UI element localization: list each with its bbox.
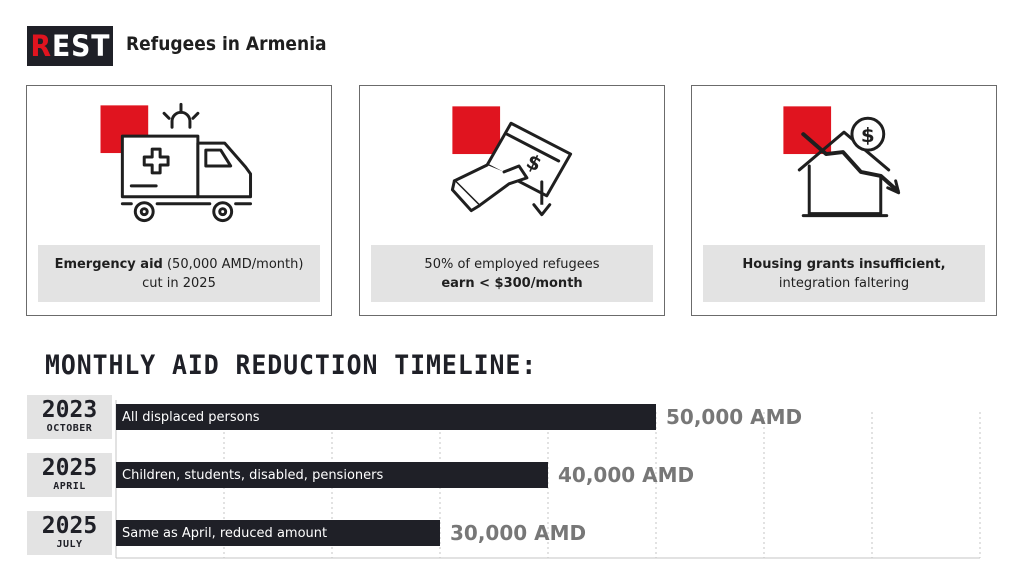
page-title: Refugees in Armenia: [126, 33, 327, 55]
date-month: APRIL: [53, 481, 86, 492]
date-month: OCTOBER: [46, 423, 93, 434]
rest-logo: REST: [27, 26, 113, 66]
card-caption-housing-grants: Housing grants insufficient, integration…: [703, 245, 985, 302]
bar-value-2: 30,000 AMD: [450, 521, 586, 545]
money-down-icon: $: [450, 106, 573, 217]
bar-label-2: Same as April, reduced amount: [122, 526, 327, 541]
ambulance-icon: [100, 102, 253, 223]
date-year: 2023: [41, 397, 98, 423]
card-employed-refugees: $ 50% of employed refugees earn < $300/m…: [359, 85, 665, 316]
logo-text: REST: [30, 28, 110, 63]
date-month: JULY: [56, 539, 83, 550]
bar-value-0: 50,000 AMD: [666, 405, 802, 429]
date-box-0: 2023 OCTOBER: [27, 395, 112, 439]
bar-label-1: Children, students, disabled, pensioners: [122, 468, 383, 483]
date-year: 2025: [41, 513, 98, 539]
svg-text:$: $: [861, 124, 875, 147]
date-box-1: 2025 APRIL: [27, 453, 112, 497]
bar-value-1: 40,000 AMD: [558, 463, 694, 487]
date-year: 2025: [41, 455, 98, 481]
card-caption-employed-refugees: 50% of employed refugees earn < $300/mon…: [371, 245, 653, 302]
card-housing-grants: $ Housing grants insufficient, integrati…: [691, 85, 997, 316]
date-box-2: 2025 JULY: [27, 511, 112, 555]
card-caption-emergency-aid: Emergency aid (50,000 AMD/month) cut in …: [38, 245, 320, 302]
chart-title: MONTHLY AID REDUCTION TIMELINE:: [45, 350, 538, 381]
card-emergency-aid: Emergency aid (50,000 AMD/month) cut in …: [26, 85, 332, 316]
bar-label-0: All displaced persons: [122, 410, 260, 425]
bar-1: [116, 462, 548, 488]
house-decline-icon: $: [783, 106, 901, 218]
bar-0: [116, 404, 656, 430]
bar-2: [116, 520, 440, 546]
